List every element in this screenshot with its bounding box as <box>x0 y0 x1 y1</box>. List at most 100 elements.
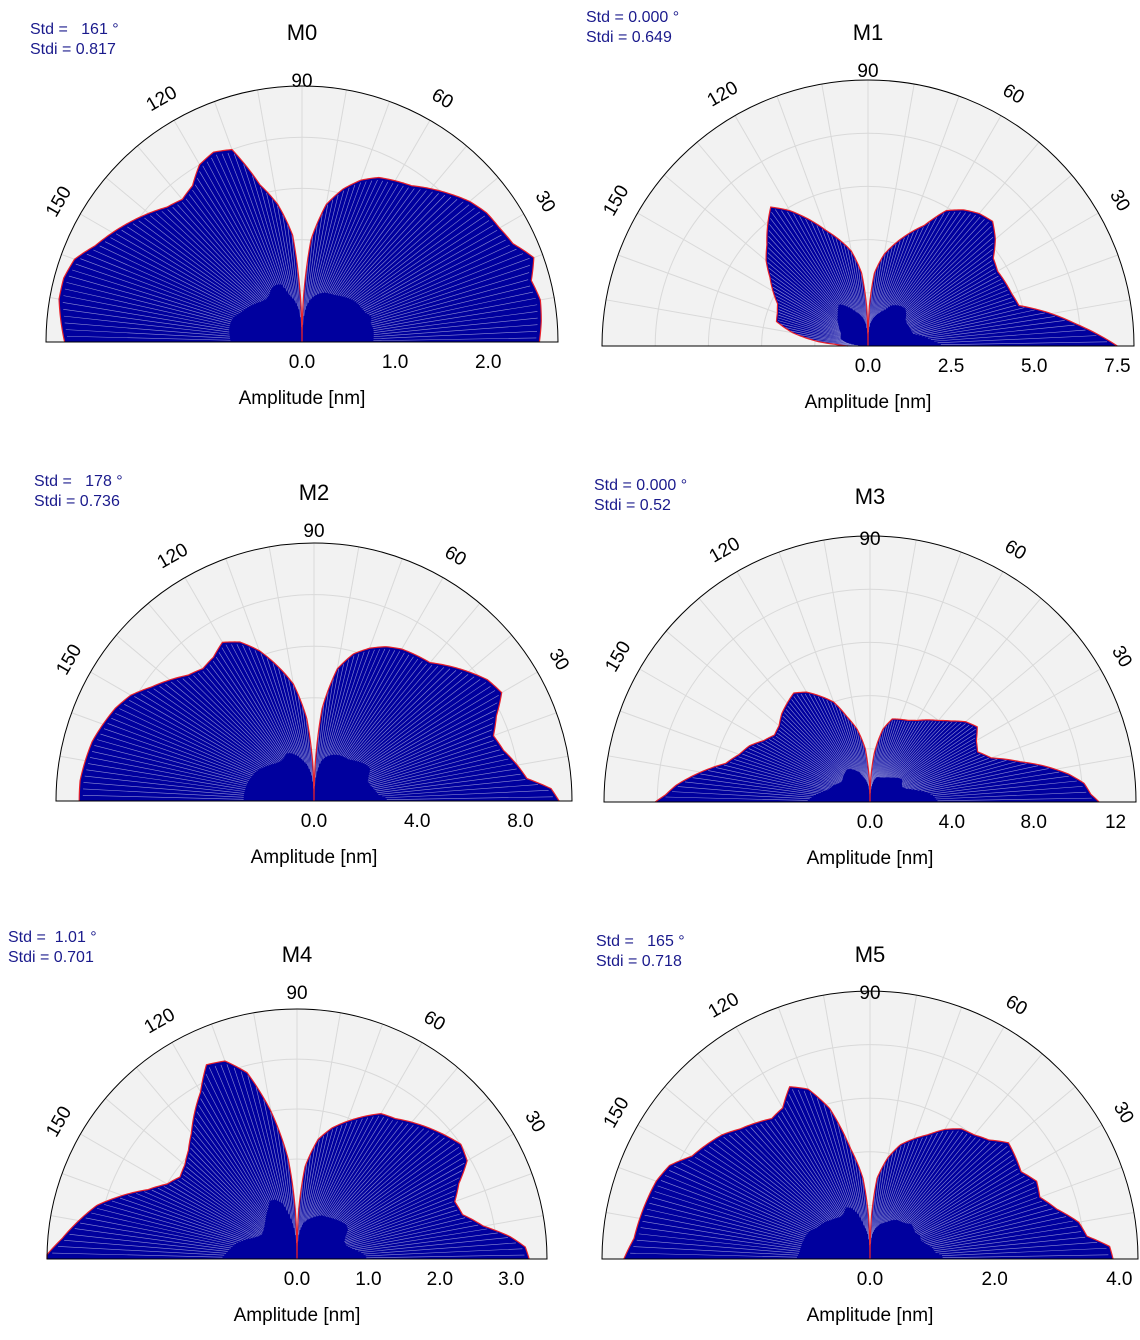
angle-label-90: 90 <box>303 521 324 542</box>
angle-label-30: 30 <box>1105 186 1134 215</box>
axis-label: Amplitude [nm] <box>234 1305 361 1326</box>
radial-tick-label: 3.0 <box>498 1269 524 1290</box>
angle-label-120: 120 <box>141 1004 179 1038</box>
plot-frame <box>46 1008 548 1260</box>
angle-label-150: 150 <box>52 641 86 679</box>
radial-tick-label: 0.0 <box>857 812 883 833</box>
stdi-value: Stdi = 0.701 <box>8 949 94 966</box>
std-value: Std = 161 ° <box>30 21 119 38</box>
angle-label-30: 30 <box>544 645 573 674</box>
stdi-value: Stdi = 0.649 <box>586 29 672 46</box>
radial-tick-label: 0.0 <box>284 1269 310 1290</box>
radial-tick-label: 2.0 <box>427 1269 453 1290</box>
amplitude-rays <box>767 209 1108 347</box>
polar-plot-svg: M5 90 120 60 150 30 0.0 2.0 4.0 Amplitude [nm] <box>600 942 1139 1326</box>
radial-tick-label: 12 <box>1105 812 1126 833</box>
std-value: Std = 0.000 ° <box>594 477 688 494</box>
radial-tick-label: 4.0 <box>1106 1269 1132 1290</box>
radial-tick-label: 8.0 <box>1020 812 1046 833</box>
plot-frame <box>55 542 573 802</box>
chart-title: M1 <box>853 20 884 45</box>
angle-label-150: 150 <box>601 638 635 676</box>
amplitude-rays <box>52 1064 525 1259</box>
axis-label: Amplitude [nm] <box>239 388 366 409</box>
stats-annotation: Std = 0.000 ° Stdi = 0.52 <box>594 476 687 516</box>
polar-panel-m0: Std = 161 ° Stdi = 0.817 M0 90 120 60 150 30 0.0… <box>0 0 570 420</box>
polar-panel-m3: Std = 0.000 ° Stdi = 0.52 M3 90 120 60 150 30 0.… <box>570 460 1140 880</box>
radial-tick-label: 4.0 <box>939 812 965 833</box>
angle-label-150: 150 <box>42 183 76 221</box>
angle-label-90: 90 <box>286 983 307 1004</box>
radial-tick-label: 0.0 <box>289 352 315 373</box>
plot-frame <box>601 79 1135 347</box>
std-value: Std = 178 ° <box>34 473 123 490</box>
angle-label-90: 90 <box>859 983 880 1004</box>
polar-plot-svg: M3 90 120 60 150 30 0.0 4.0 8.0 12 Amplitude [nm] <box>601 484 1137 869</box>
stdi-value: Stdi = 0.718 <box>596 953 682 970</box>
radial-tick-label: 2.5 <box>938 356 964 377</box>
std-value: Std = 0.000 ° <box>586 9 680 26</box>
angle-label-120: 120 <box>704 77 742 111</box>
radial-tick-label: 0.0 <box>301 811 327 832</box>
amplitude-rays <box>82 644 553 801</box>
polar-plot-svg: M0 90 120 60 150 30 0.0 1.0 2.0 Amplitude [nm] <box>42 20 560 409</box>
angle-label-90: 90 <box>859 529 880 550</box>
std-value: Std = 165 ° <box>596 933 685 950</box>
radial-tick-label: 2.0 <box>475 352 501 373</box>
stats-annotation: Std = 0.000 ° Stdi = 0.649 <box>586 8 679 48</box>
amplitude-rays <box>62 152 538 342</box>
amplitude-rays <box>665 693 1092 802</box>
angle-label-30: 30 <box>531 187 560 216</box>
axis-label: Amplitude [nm] <box>807 1305 934 1326</box>
angle-label-60: 60 <box>999 80 1028 109</box>
radial-tick-label: 2.0 <box>981 1269 1007 1290</box>
polar-panel-m4: Std = 1.01 ° Stdi = 0.701 M4 90 120 60 150 30 0.… <box>0 920 570 1340</box>
stdi-value: Stdi = 0.736 <box>34 493 120 510</box>
polar-panel-m5: Std = 165 ° Stdi = 0.718 M5 90 120 60 150 30 0.0… <box>570 920 1140 1340</box>
polar-panel-m2: Std = 178 ° Stdi = 0.736 M2 90 120 60 150 30 0.0… <box>0 460 573 880</box>
radial-tick-label: 1.0 <box>355 1269 381 1290</box>
angle-label-60: 60 <box>441 542 470 571</box>
angle-label-150: 150 <box>599 182 633 220</box>
plot-frame <box>603 535 1137 803</box>
radial-tick-label: 1.0 <box>382 352 408 373</box>
angle-label-120: 120 <box>705 989 743 1023</box>
angle-label-60: 60 <box>428 85 457 114</box>
angle-label-30: 30 <box>1107 642 1136 671</box>
stats-annotation: Std = 165 ° Stdi = 0.718 <box>596 932 685 972</box>
stats-annotation: Std = 178 ° Stdi = 0.736 <box>34 472 123 512</box>
axis-label: Amplitude [nm] <box>251 847 378 868</box>
polar-plot-svg: M4 90 120 60 150 30 0.0 1.0 2.0 3.0 Amplitude [nm] <box>42 942 549 1326</box>
plot-frame <box>45 85 559 343</box>
radial-tick-label: 8.0 <box>507 811 533 832</box>
plot-frame <box>601 990 1139 1260</box>
axis-label: Amplitude [nm] <box>805 392 932 413</box>
polar-plot-svg: M2 90 120 60 150 30 0.0 4.0 8.0 Amplitude [nm] <box>52 480 573 868</box>
polar-plot-svg: M1 90 120 60 150 30 0.0 2.5 5.0 7.5 Amplitude [nm] <box>599 20 1135 413</box>
chart-title: M4 <box>282 942 313 967</box>
radial-tick-label: 0.0 <box>855 356 881 377</box>
radial-tick-label: 0.0 <box>857 1269 883 1290</box>
angle-label-120: 120 <box>154 539 192 573</box>
angle-label-90: 90 <box>857 61 878 82</box>
angle-label-120: 120 <box>143 82 181 116</box>
angle-label-30: 30 <box>520 1107 549 1136</box>
std-value: Std = 1.01 ° <box>8 929 97 946</box>
amplitude-rays <box>630 1089 1109 1259</box>
angle-label-120: 120 <box>706 533 744 567</box>
axis-label: Amplitude [nm] <box>807 848 934 869</box>
angle-label-60: 60 <box>420 1007 449 1036</box>
chart-title: M3 <box>855 484 886 509</box>
polar-panel-m1: Std = 0.000 ° Stdi = 0.649 M1 90 120 60 150 30 0… <box>570 0 1140 420</box>
stats-annotation: Std = 1.01 ° Stdi = 0.701 <box>8 928 97 968</box>
radial-tick-label: 4.0 <box>404 811 430 832</box>
angle-label-60: 60 <box>1002 991 1031 1020</box>
chart-title: M5 <box>855 942 886 967</box>
angle-label-90: 90 <box>291 71 312 92</box>
stats-annotation: Std = 161 ° Stdi = 0.817 <box>30 20 119 60</box>
radial-tick-label: 7.5 <box>1104 356 1130 377</box>
angle-label-150: 150 <box>42 1103 76 1141</box>
stdi-value: Stdi = 0.817 <box>30 41 116 58</box>
stdi-value: Stdi = 0.52 <box>594 497 671 514</box>
